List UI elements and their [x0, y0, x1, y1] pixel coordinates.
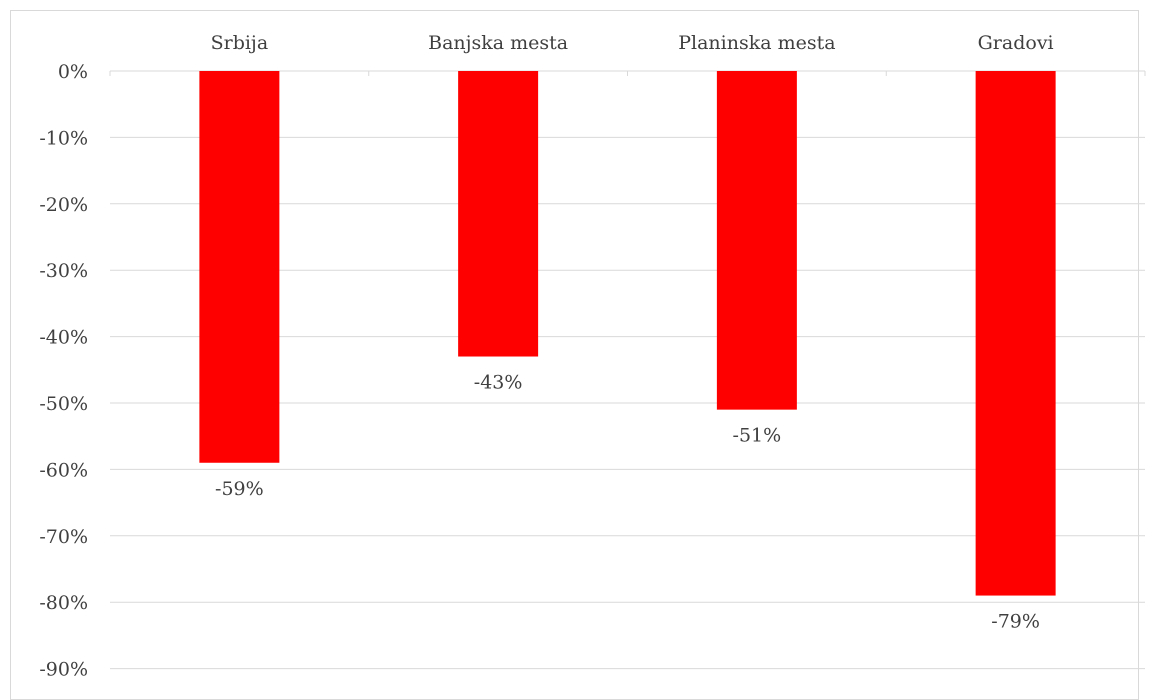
- y-tick-label: 0%: [58, 61, 88, 83]
- bar: [716, 71, 797, 410]
- data-label: -79%: [991, 611, 1040, 633]
- gridlines: [110, 136, 1145, 670]
- y-tick-label: -20%: [39, 194, 88, 216]
- y-tick-label: -30%: [39, 260, 88, 282]
- data-label: -51%: [733, 425, 782, 447]
- category-label: Banjska mesta: [428, 32, 568, 54]
- bar: [975, 71, 1056, 596]
- bar: [199, 71, 280, 463]
- y-tick-label: -80%: [39, 592, 88, 614]
- bars: [199, 71, 1056, 596]
- y-tick-label: -40%: [39, 327, 88, 349]
- category-label: Srbija: [211, 32, 269, 54]
- y-tick-label: -50%: [39, 393, 88, 415]
- y-tick-label: -90%: [39, 659, 88, 681]
- category-labels: Srbija Banjska mesta Planinska mesta Gradov…: [211, 32, 1054, 54]
- category-label: Planinska mesta: [678, 32, 835, 54]
- data-labels: -59% -43% -51% -79%: [215, 372, 1040, 633]
- chart-frame: 0% -10% -20% -30% -40% -50% -60% -70% -80% -90% S…: [10, 10, 1146, 700]
- y-tick-label: -10%: [39, 127, 88, 149]
- category-axis: [109, 70, 1146, 76]
- data-label: -59%: [215, 478, 264, 500]
- y-tick-label: -70%: [39, 526, 88, 548]
- category-label: Gradovi: [978, 32, 1054, 54]
- bar: [458, 71, 539, 357]
- data-label: -43%: [474, 372, 523, 394]
- y-axis-tick-labels: 0% -10% -20% -30% -40% -50% -60% -70% -80% -90%: [39, 61, 88, 681]
- y-tick-label: -60%: [39, 459, 88, 481]
